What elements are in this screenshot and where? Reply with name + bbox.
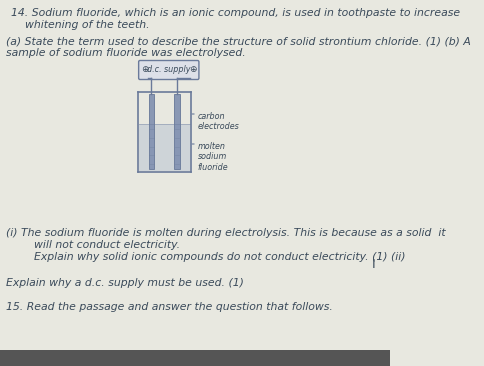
Text: whitening of the teeth.: whitening of the teeth. <box>11 20 150 30</box>
Bar <box>174 94 180 169</box>
Text: 14. Sodium fluoride, which is an ionic compound, is used in toothpaste to increa: 14. Sodium fluoride, which is an ionic c… <box>11 8 459 18</box>
Text: d.c. supply: d.c. supply <box>147 66 190 75</box>
Text: ⊕: ⊕ <box>141 66 148 75</box>
Text: ⊕: ⊕ <box>189 66 196 75</box>
Text: Explain why a d.c. supply must be used. (1): Explain why a d.c. supply must be used. … <box>6 278 244 288</box>
FancyBboxPatch shape <box>138 60 198 79</box>
Text: sample of sodium fluoride was electrolysed.: sample of sodium fluoride was electrolys… <box>6 48 246 58</box>
Text: (a) State the term used to describe the structure of solid strontium chloride. (: (a) State the term used to describe the … <box>6 36 470 46</box>
Text: Explain why solid ionic compounds do not conduct electricity. (1) (ii): Explain why solid ionic compounds do not… <box>6 252 405 262</box>
Text: molten
sodium
fluoride: molten sodium fluoride <box>197 142 228 172</box>
Bar <box>139 124 190 171</box>
Text: I: I <box>371 258 374 271</box>
Bar <box>149 94 154 169</box>
Text: will not conduct electricity.: will not conduct electricity. <box>6 240 180 250</box>
Bar <box>0 350 389 366</box>
Text: (i) The sodium fluoride is molten during electrolysis. This is because as a soli: (i) The sodium fluoride is molten during… <box>6 228 445 238</box>
Text: 15. Read the passage and answer the question that follows.: 15. Read the passage and answer the ques… <box>6 302 333 312</box>
Text: carbon
electrodes: carbon electrodes <box>197 112 239 131</box>
